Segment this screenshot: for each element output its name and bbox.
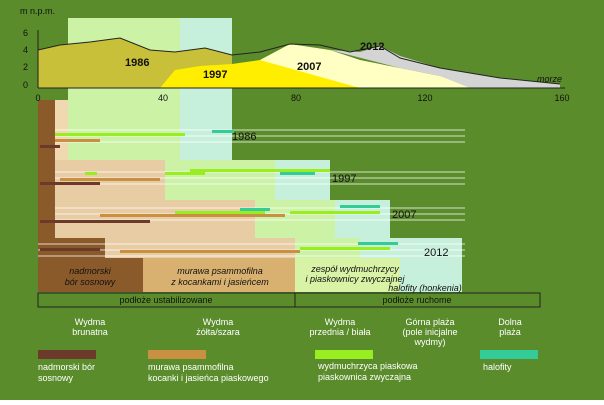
zone-label: Górna plaża (405, 317, 454, 327)
profile-2012 (330, 46, 560, 88)
band (275, 160, 330, 200)
legend-label: halofity (483, 362, 512, 372)
profile-year: 1986 (125, 57, 149, 69)
zones: Wydma brunatna Wydma żółta/szara Wydma p… (72, 317, 522, 347)
zone-label: żółta/szara (196, 327, 240, 337)
legend-swatch (38, 350, 96, 359)
profile-year: 1997 (203, 69, 227, 81)
substrate-label: podłoże ruchome (382, 295, 451, 305)
community-box (400, 258, 462, 292)
band (105, 238, 295, 258)
band (55, 200, 255, 238)
timeline-year: 1986 (232, 131, 256, 143)
legend-swatch (148, 350, 206, 359)
band (165, 160, 275, 200)
legend-label: kocanki i jasieńca piaskowego (148, 373, 269, 383)
community-box (295, 258, 400, 292)
band (255, 200, 335, 238)
y-tick-label: 4 (23, 45, 28, 55)
community-label: i piaskownicy zwyczajnej (305, 274, 405, 284)
timeline-lines (38, 129, 465, 257)
legend-label: sosnowy (38, 373, 74, 383)
species-bars (40, 130, 398, 253)
x-tick-label: 120 (417, 93, 432, 103)
y-tick-label: 2 (23, 62, 28, 72)
profile-year: 2012 (360, 41, 384, 53)
community-label: nadmorski (69, 266, 112, 276)
community-label: z kocankami i jasieńcem (170, 277, 269, 287)
substrate-frame (37, 292, 541, 308)
zone-label: (pole inicjalne (402, 327, 457, 337)
band (180, 18, 232, 160)
sea-label: morze (537, 74, 562, 84)
x-tick-label: 0 (35, 93, 40, 103)
legend-swatch (315, 350, 373, 359)
community-box (143, 258, 295, 292)
timeline-year: 2007 (392, 209, 416, 221)
zone-label: Wydma (203, 317, 233, 327)
timeline-year: 2012 (424, 247, 448, 259)
profile-line (37, 37, 561, 85)
zone-label: plaża (499, 327, 521, 337)
zone-label: Dolna (498, 317, 522, 327)
zone-label: brunatna (72, 327, 108, 337)
y-axis-label: m n.p.m. (20, 6, 55, 16)
legend-label: murawa psammofilna (148, 362, 234, 372)
profile-1997 (160, 60, 360, 88)
community-label: zespół wydmuchrzycy (310, 264, 399, 274)
zone-label: przednia / biała (309, 327, 370, 337)
y-tick-label: 0 (23, 80, 28, 90)
y-tick-label: 6 (23, 28, 28, 38)
substrate-label: podłoże ustabilizowane (119, 295, 212, 305)
legend-label: wydmuchrzyca piaskowa (317, 361, 418, 371)
legend-label: nadmorski bór (38, 362, 95, 372)
legend-swatch (480, 350, 538, 359)
community-label: bór sosnowy (65, 277, 116, 287)
community-label: halofity (honkenia) (388, 283, 462, 293)
x-tick-label: 40 (158, 93, 168, 103)
profile-2007 (260, 44, 470, 88)
community-label: murawa psammofilna (177, 266, 263, 276)
band (38, 100, 55, 258)
zone-label: Wydma (325, 317, 355, 327)
x-tick-label: 80 (291, 93, 301, 103)
zone-label: wydmy) (414, 337, 446, 347)
profile-year: 2007 (297, 61, 321, 73)
community-box (38, 258, 143, 292)
zone-label: Wydma (75, 317, 105, 327)
legend-label: piaskownica zwyczajna (318, 372, 411, 382)
x-tick-label: 160 (554, 93, 569, 103)
timeline-year: 1997 (332, 173, 356, 185)
